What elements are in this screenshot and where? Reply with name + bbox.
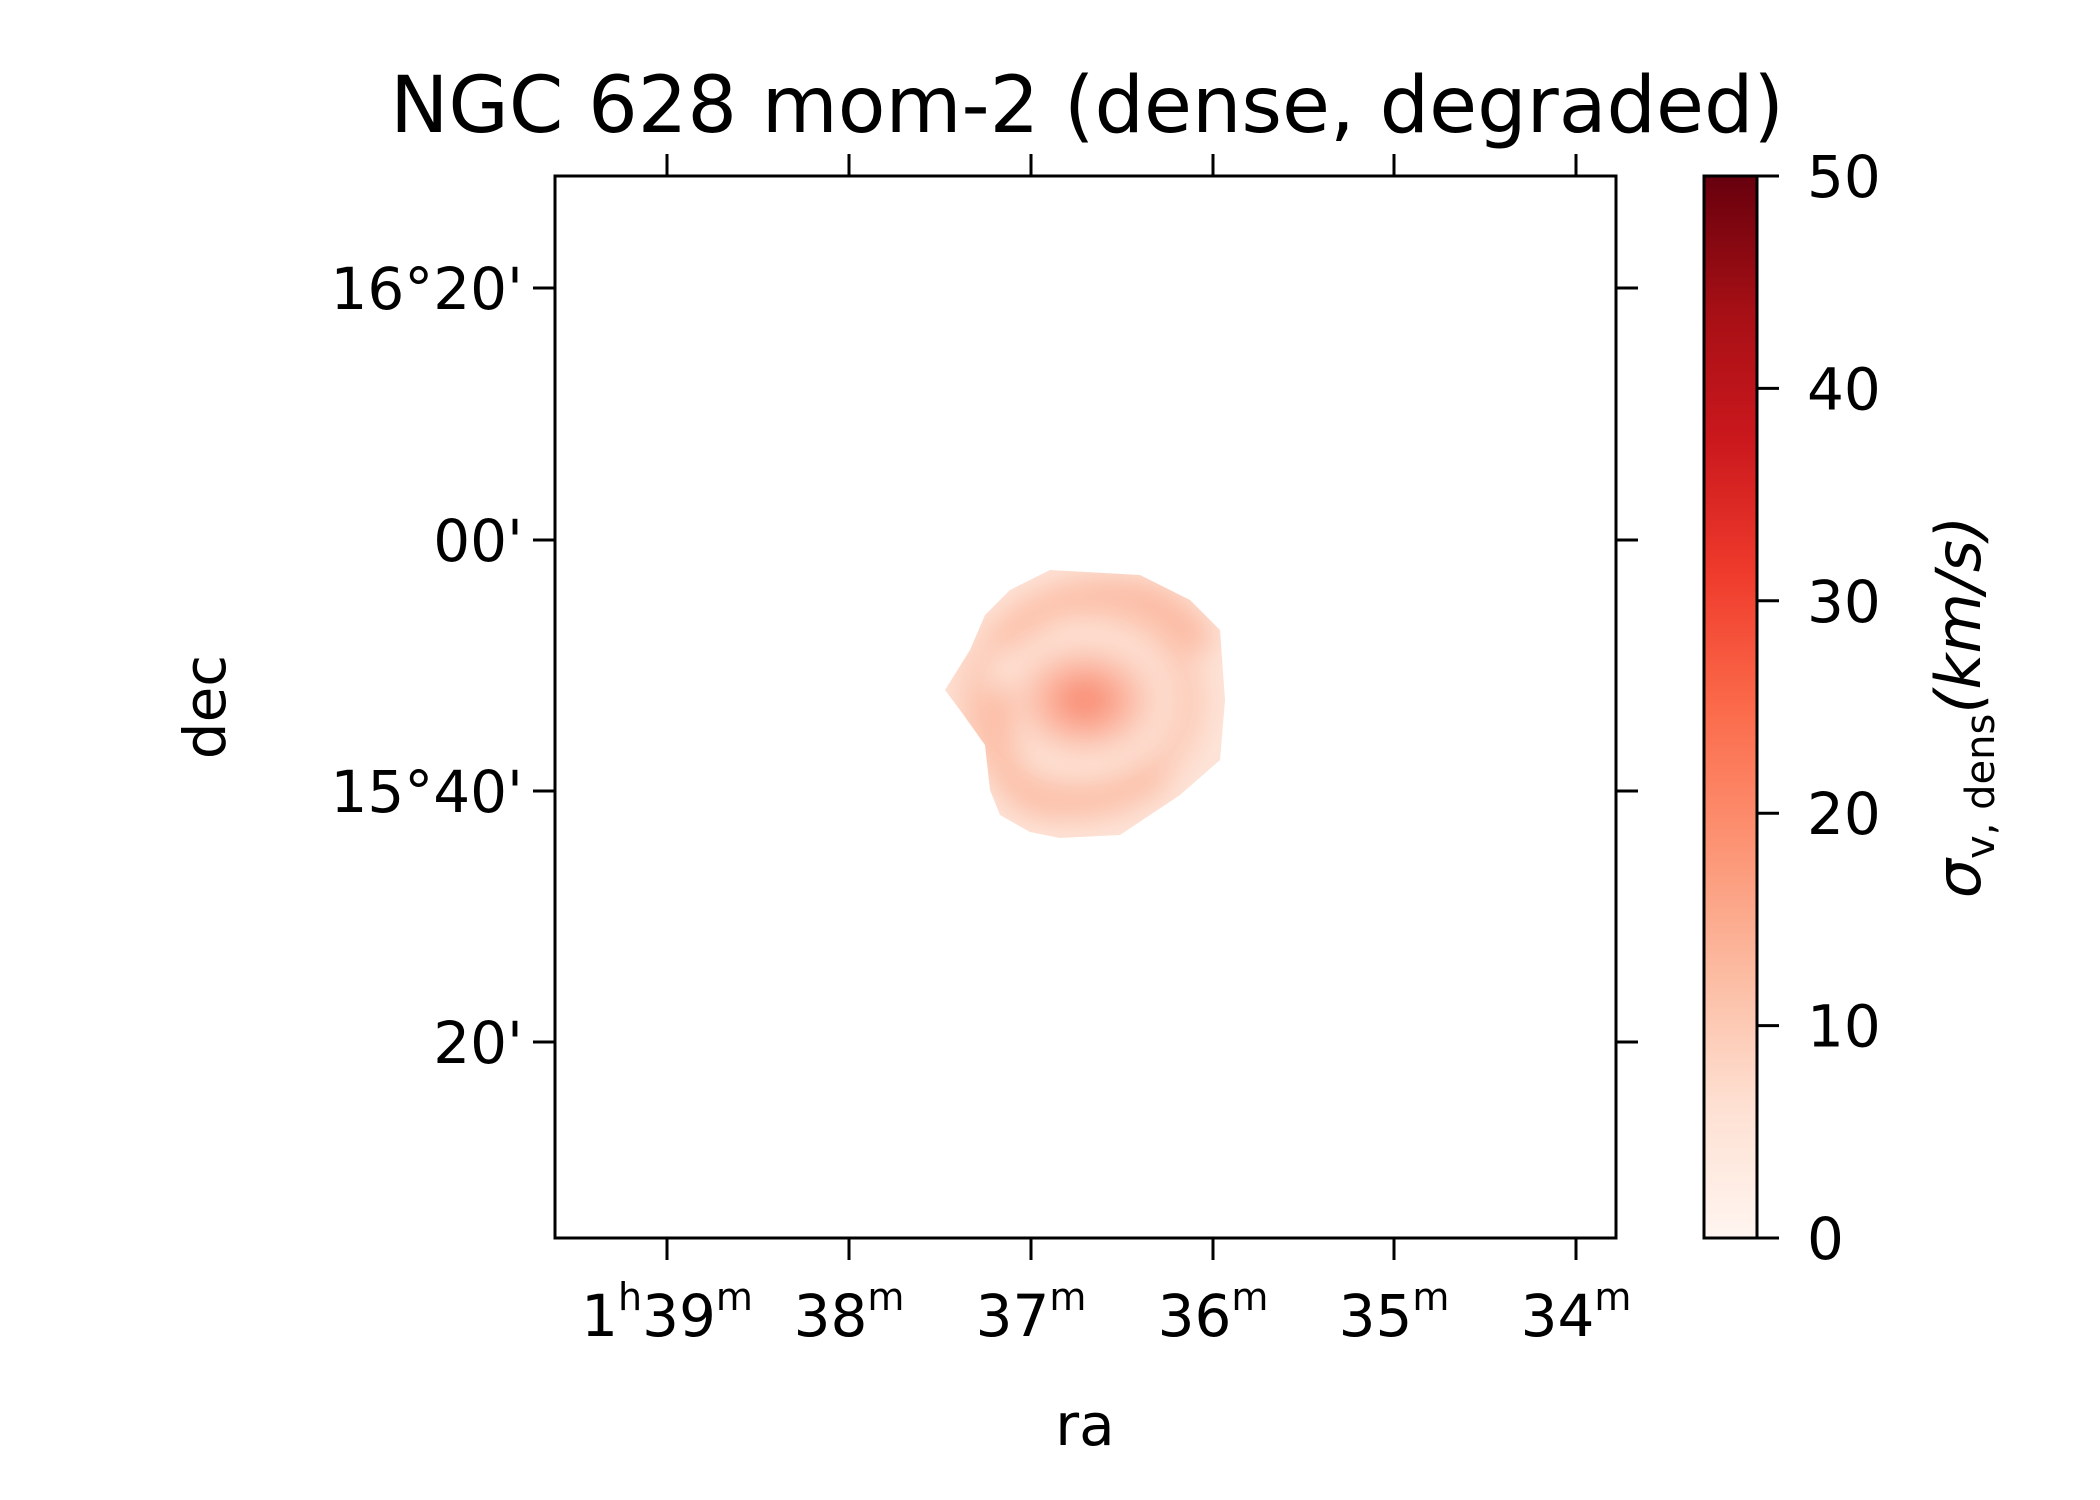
colorbar-label: σv, dens(km/s)	[1922, 516, 2004, 898]
x-tick-label: 35m	[1339, 1275, 1450, 1350]
x-tick-label-value: 36	[1158, 1282, 1232, 1350]
x-tick-label-value: 37	[976, 1282, 1050, 1350]
x-tick-label-unit: m	[1412, 1275, 1449, 1319]
y-axis: 16°20' 00' 15°40' 20'	[330, 255, 1638, 1077]
x-tick-label-unit: m	[716, 1275, 753, 1319]
x-tick-label-unit: m	[1049, 1275, 1086, 1319]
colorbar-tick-label: 40	[1807, 355, 1881, 423]
x-tick-label: 36m	[1158, 1275, 1269, 1350]
x-tick-label-value: 38	[794, 1282, 868, 1350]
colorbar-tick-label: 20	[1807, 780, 1881, 848]
y-axis-label: dec	[171, 655, 239, 759]
x-tick-label-value: 39	[642, 1282, 716, 1350]
colorbar-tick-label: 10	[1807, 993, 1881, 1061]
colorbar-ticks: 0 10 20 30 40 50	[1757, 143, 1881, 1273]
x-axis-label: ra	[1055, 1391, 1114, 1459]
colorbar-tick-label: 50	[1807, 143, 1881, 211]
x-tick-label: 34m	[1521, 1275, 1632, 1350]
x-tick-label: 38m	[794, 1275, 905, 1350]
emission-map	[945, 570, 1225, 838]
x-tick-label: 1h39m	[581, 1275, 753, 1350]
x-tick-label-unit: m	[867, 1275, 904, 1319]
colorbar-label-unit: (km/s)	[1922, 516, 1995, 714]
x-tick-label-unit: m	[1231, 1275, 1268, 1319]
x-axis: 1h39m 38m 37m 36m 35m 34m	[581, 154, 1631, 1350]
colorbar-label-symbol: σ	[1922, 857, 1995, 898]
x-tick-label-value: 35	[1339, 1282, 1413, 1350]
y-tick-label: 15°40'	[330, 758, 523, 826]
x-tick-label-value: 34	[1521, 1282, 1595, 1350]
x-tick-label-base-sup: h	[618, 1275, 642, 1319]
colorbar-gradient	[1702, 174, 1759, 1240]
colorbar-label-subscript: v, dens	[1958, 714, 2004, 859]
x-tick-label: 37m	[976, 1275, 1087, 1350]
colorbar-tick-label: 0	[1807, 1205, 1844, 1273]
y-tick-label: 20'	[433, 1009, 523, 1077]
x-tick-label-base: 1	[581, 1282, 618, 1350]
colorbar-tick-label: 30	[1807, 568, 1881, 636]
colorbar: 0 10 20 30 40 50 σv, dens(km/s)	[1702, 143, 2004, 1273]
y-tick-label: 16°20'	[330, 255, 523, 323]
plot-frame	[553, 174, 1618, 1240]
chart-title: NGC 628 mom-2 (dense, degraded)	[390, 61, 1784, 151]
y-tick-label: 00'	[433, 507, 523, 575]
x-tick-label-unit: m	[1594, 1275, 1631, 1319]
emission-ring	[957, 592, 1203, 808]
emission-core	[1000, 635, 1170, 765]
